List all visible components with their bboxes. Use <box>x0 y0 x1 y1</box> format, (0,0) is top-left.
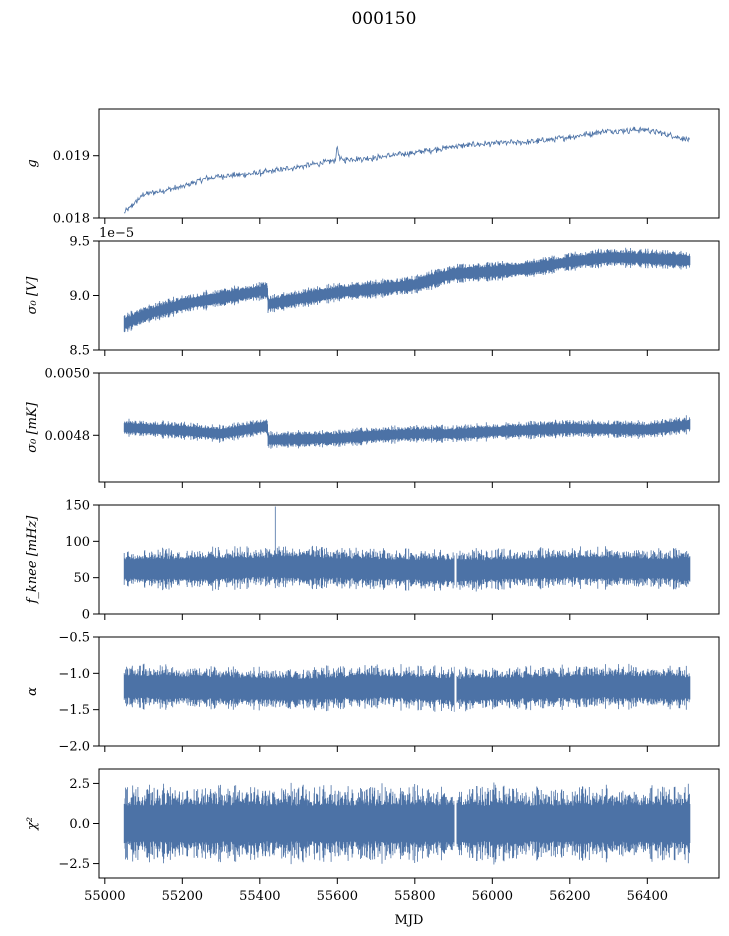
y-tick-label-sigma0_V-2: 9.5 <box>69 235 90 250</box>
y-axis-label-chi2: χ² <box>25 817 40 831</box>
series-sigma0_mK <box>123 415 691 449</box>
series-sigma0_V <box>123 247 691 333</box>
y-axis-label-g: g <box>25 159 40 167</box>
x-tick-label-7: 56400 <box>627 889 668 904</box>
panel-chi2: −2.5 0.0 2.5 55000 55200 55400 55600 55800 56000… <box>25 768 720 904</box>
y-tick-label-fknee-3: 150 <box>65 499 90 514</box>
y-tick-label-fknee-1: 50 <box>73 571 90 586</box>
series-noise-sigma0_mK <box>123 415 691 449</box>
y-axis-label-alpha: α <box>25 687 40 696</box>
y-tick-label-g-1: 0.019 <box>53 149 90 164</box>
y-tick-label-chi2-2: 2.5 <box>69 777 90 792</box>
y-tick-label-alpha-1: −1.5 <box>58 703 90 718</box>
y-tick-label-fknee-0: 0 <box>82 608 90 623</box>
gap-alpha-0 <box>454 637 457 746</box>
series-line-g <box>123 126 690 214</box>
series-fknee <box>123 505 691 614</box>
x-tick-label-5: 56000 <box>472 889 513 904</box>
axes-frame-fknee <box>98 504 720 615</box>
offset-text-sigma0_V: 1e−5 <box>99 226 134 241</box>
figure-title: 000150 <box>352 9 417 29</box>
axes-frame-sigma0_mK <box>98 372 720 483</box>
y-tick-label-alpha-0: −2.0 <box>58 740 90 755</box>
y-tick-label-alpha-2: −1.0 <box>58 667 90 682</box>
gap-fknee-0 <box>454 505 457 614</box>
x-tick-label-1: 55200 <box>162 889 203 904</box>
panel-sigma0_V: 8.5 9.0 9.5 σ₀ [V] 1e−5 <box>25 226 720 359</box>
series-g <box>123 126 690 214</box>
x-tick-label-4: 55800 <box>394 889 435 904</box>
x-tick-label-6: 56200 <box>549 889 590 904</box>
y-tick-label-fknee-2: 100 <box>65 535 90 550</box>
series-noise-sigma0_V <box>123 247 691 333</box>
panel-g: 0.018 0.019 g <box>25 108 720 227</box>
x-tick-label-3: 55600 <box>317 889 358 904</box>
panel-fknee: 0 50 100 150 f_knee [mHz] <box>25 499 720 623</box>
y-tick-label-chi2-0: −2.5 <box>58 857 90 872</box>
series-noise-alpha <box>123 663 691 712</box>
y-axis-label-sigma0_V: σ₀ [V] <box>25 276 40 315</box>
gap-chi2-0 <box>454 769 457 878</box>
y-tick-label-sigma0_V-0: 8.5 <box>69 344 90 359</box>
y-tick-label-g-0: 0.018 <box>53 212 90 227</box>
y-tick-label-sigma0_V-1: 9.0 <box>69 289 90 304</box>
y-tick-label-sigma0_mK-1: 0.0050 <box>45 367 91 382</box>
x-tick-label-0: 55000 <box>84 889 125 904</box>
series-chi2 <box>123 769 691 878</box>
y-axis-label-fknee: f_knee [mHz] <box>25 515 40 605</box>
y-tick-label-alpha-3: −0.5 <box>58 631 90 646</box>
series-noise-chi2 <box>123 782 691 865</box>
x-tick-label-2: 55400 <box>239 889 280 904</box>
y-axis-label-sigma0_mK: σ₀ [mK] <box>25 401 40 452</box>
series-alpha <box>123 637 691 746</box>
axes-frame-alpha <box>98 636 720 747</box>
y-tick-label-sigma0_mK-0: 0.0048 <box>45 429 91 444</box>
axes-frame-g <box>98 108 720 219</box>
y-tick-label-chi2-1: 0.0 <box>69 817 90 832</box>
x-axis-label: MJD <box>395 913 424 928</box>
panel-alpha: −2.0 −1.5 −1.0 −0.5 α <box>25 631 720 755</box>
series-noise-fknee <box>123 506 691 592</box>
panel-sigma0_mK: 0.0048 0.0050 σ₀ [mK] <box>25 367 720 488</box>
